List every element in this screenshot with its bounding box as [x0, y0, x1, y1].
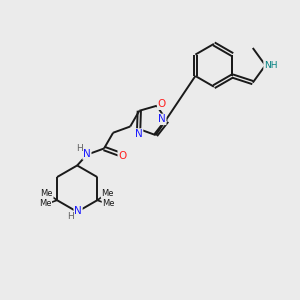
Text: N: N	[158, 114, 166, 124]
Text: Me: Me	[101, 189, 114, 198]
Text: N: N	[135, 129, 142, 139]
Text: H: H	[67, 212, 74, 221]
Text: Me: Me	[102, 199, 115, 208]
Text: N: N	[74, 206, 82, 216]
Text: N: N	[83, 149, 91, 159]
Text: H: H	[76, 144, 83, 153]
Text: O: O	[118, 151, 127, 160]
Text: NH: NH	[264, 61, 278, 70]
Text: O: O	[158, 99, 166, 109]
Text: Me: Me	[39, 199, 52, 208]
Text: Me: Me	[40, 189, 53, 198]
